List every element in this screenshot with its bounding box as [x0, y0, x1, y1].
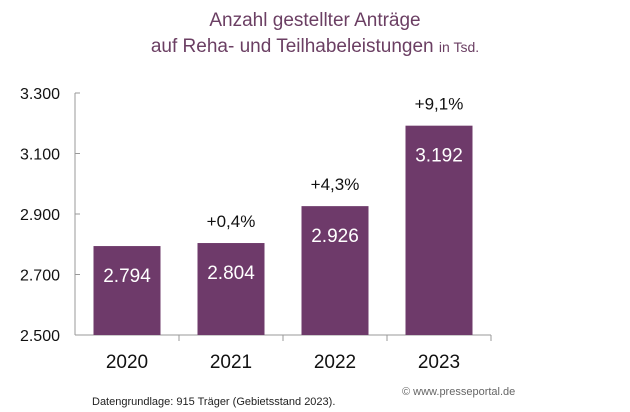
bar-value-label: 2.926 — [311, 226, 359, 247]
x-tick-label: 2020 — [106, 352, 148, 373]
x-tick-label: 2023 — [418, 352, 460, 373]
y-tick-label: 3.300 — [20, 86, 60, 103]
y-tick-label: 3.100 — [20, 147, 60, 164]
title-unit: in Tsd. — [438, 39, 480, 55]
bar-value-label: 2.804 — [207, 263, 255, 284]
bar-value-label: 3.192 — [415, 146, 463, 167]
bar-2022 — [301, 206, 369, 335]
y-tick-label: 2.900 — [20, 207, 60, 224]
watermark: © www.presseportal.de — [402, 386, 516, 398]
x-tick-label: 2021 — [210, 352, 252, 373]
x-tick-label: 2022 — [314, 352, 356, 373]
title-text: auf Reha- und Teilhabeleistungen — [150, 36, 434, 57]
change-label: +0,4% — [207, 212, 256, 231]
source-note: Datengrundlage: 915 Träger (Gebietsstand… — [92, 396, 336, 408]
bar-2021 — [197, 243, 265, 335]
y-tick-label: 2.500 — [20, 328, 60, 345]
bar-value-label: 2.794 — [103, 266, 151, 287]
change-label: +4,3% — [311, 175, 360, 194]
bar-2023 — [405, 125, 473, 335]
chart-title-line1: Anzahl gestellter Anträge — [209, 10, 421, 31]
chart-title-line2: auf Reha- und Teilhabeleistungen in Tsd. — [0, 36, 630, 58]
bar-2020 — [93, 246, 161, 335]
y-tick-label: 2.700 — [20, 268, 60, 285]
change-label: +9,1% — [415, 95, 464, 114]
